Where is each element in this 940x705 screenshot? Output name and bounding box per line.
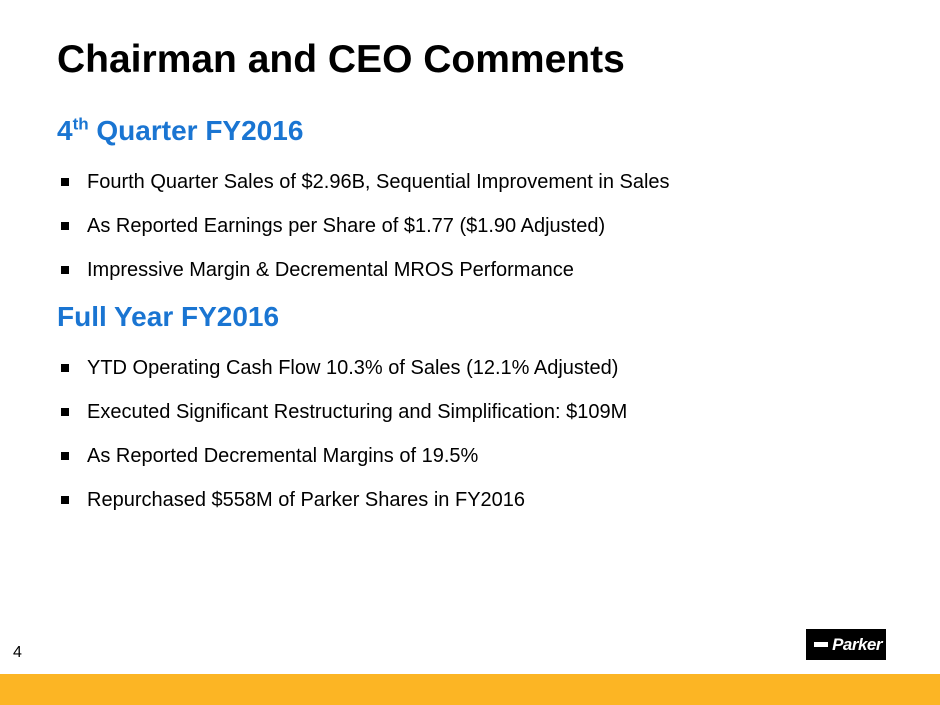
- bullet-square-icon: [61, 364, 69, 372]
- bullet-text: Repurchased $558M of Parker Shares in FY…: [87, 488, 526, 511]
- bullet-square-icon: [61, 452, 69, 460]
- bullet-square-icon: [61, 266, 69, 274]
- bullet-item: Impressive Margin & Decremental MROS Per…: [61, 255, 574, 285]
- bullet-item: As Reported Decremental Margins of 19.5%: [61, 441, 478, 471]
- section-heading-q4: 4th Quarter FY2016: [57, 115, 303, 147]
- heading-text: Quarter FY2016: [88, 115, 304, 146]
- heading-ordinal-suffix: th: [72, 114, 89, 134]
- bullet-item: Fourth Quarter Sales of $2.96B, Sequenti…: [61, 167, 670, 197]
- parker-logo: Parker: [806, 629, 886, 660]
- slide-title: Chairman and CEO Comments: [57, 38, 625, 81]
- logo-text: Parker: [832, 634, 882, 654]
- section-heading-full-year: Full Year FY2016: [57, 301, 280, 332]
- bullet-item: Executed Significant Restructuring and S…: [61, 397, 627, 427]
- bullet-text: Impressive Margin & Decremental MROS Per…: [87, 258, 574, 281]
- page-number: 4: [13, 644, 22, 661]
- bullet-text: As Reported Earnings per Share of $1.77 …: [87, 214, 606, 237]
- footer-bar: [0, 674, 940, 705]
- bullet-text: Fourth Quarter Sales of $2.96B, Sequenti…: [87, 170, 670, 193]
- bullet-square-icon: [61, 222, 69, 230]
- bullet-text: YTD Operating Cash Flow 10.3% of Sales (…: [87, 356, 619, 379]
- bullet-item: Repurchased $558M of Parker Shares in FY…: [61, 485, 525, 515]
- bullet-square-icon: [61, 408, 69, 416]
- bullet-square-icon: [61, 496, 69, 504]
- bullet-item: YTD Operating Cash Flow 10.3% of Sales (…: [61, 353, 618, 383]
- logo-bar-icon: [814, 642, 828, 647]
- bullet-text: Executed Significant Restructuring and S…: [87, 400, 628, 423]
- heading-number: 4: [57, 115, 73, 146]
- bullet-text: As Reported Decremental Margins of 19.5%: [87, 444, 479, 467]
- bullet-square-icon: [61, 178, 69, 186]
- bullet-item: As Reported Earnings per Share of $1.77 …: [61, 211, 605, 241]
